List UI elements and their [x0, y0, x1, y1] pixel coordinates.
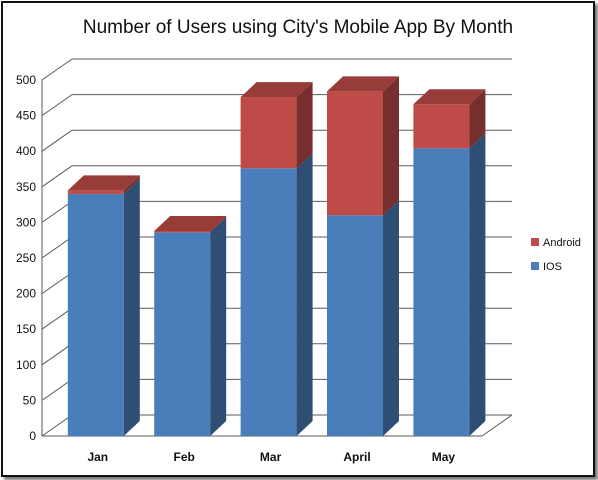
bar-side [383, 200, 399, 436]
y-tick-label: 300 [16, 215, 36, 229]
bar-android-mar [240, 82, 313, 169]
bar-side [210, 217, 227, 436]
x-tick-label: Jan [87, 450, 108, 464]
gridline-diagonal [41, 307, 73, 330]
bar-side [123, 178, 140, 437]
y-tick-label: 100 [16, 358, 36, 372]
y-tick-label: 500 [16, 73, 36, 87]
bar-front [240, 97, 297, 169]
gridline-diagonal [41, 236, 73, 259]
gridline-diagonal [41, 378, 73, 401]
bar-side [383, 76, 399, 216]
y-axis: 0 50 100 150 200 250 300 350 400 450 500 [16, 73, 43, 443]
bar-front [154, 230, 211, 233]
x-axis: Jan Feb Mar April May [87, 450, 455, 464]
bar-top [413, 89, 486, 105]
bar-side [469, 89, 486, 149]
y-tick-label: 0 [29, 429, 36, 443]
bar-ios-april [327, 200, 399, 436]
gridline-diagonal [41, 129, 73, 152]
bar-front [327, 91, 383, 216]
bar-front [413, 148, 470, 437]
y-tick-label: 350 [16, 180, 36, 194]
gridline-diagonal [41, 414, 73, 437]
x-tick-label: Mar [260, 450, 282, 464]
bar-front [327, 215, 383, 436]
bar-side [296, 153, 313, 436]
bar-top [67, 175, 140, 191]
bar-top [327, 76, 399, 92]
bar-front [413, 104, 470, 149]
bar-android-may [413, 89, 486, 149]
gridline-diagonal [41, 343, 73, 366]
bar-front [240, 168, 297, 436]
legend-swatch [531, 262, 539, 270]
y-tick-label: 150 [16, 322, 36, 336]
x-tick-label: April [343, 450, 370, 464]
bar-front [67, 190, 124, 194]
legend-swatch [531, 238, 539, 246]
bar-ios-mar [240, 153, 313, 436]
bar-front [154, 232, 211, 436]
legend-label: Android [543, 237, 581, 249]
bar-android-feb [154, 215, 227, 233]
bar-ios-may [413, 133, 486, 437]
chart-title: Number of Users using City's Mobile App … [83, 17, 513, 38]
bar-side [123, 175, 140, 194]
y-tick-label: 200 [16, 287, 36, 301]
legend-item-ios: IOS [531, 261, 562, 273]
bar-android-april [327, 76, 399, 216]
legend: Android IOS [531, 237, 581, 273]
floor-edge [481, 414, 513, 437]
x-tick-label: Feb [174, 450, 195, 464]
bar-side [296, 82, 313, 169]
bar-top [240, 82, 313, 98]
bar-ios-jan [67, 178, 140, 437]
gridline-diagonal [41, 165, 73, 188]
bar-side [469, 133, 486, 437]
x-tick-label: May [432, 450, 456, 464]
gridline-diagonal [41, 272, 73, 295]
bar-front [67, 193, 124, 436]
y-tick-label: 450 [16, 109, 36, 123]
bar-side [210, 215, 227, 233]
bar-top [154, 215, 227, 231]
gridline-diagonal [41, 58, 73, 81]
gridline-diagonal [41, 200, 73, 223]
y-tick-label: 400 [16, 144, 36, 158]
y-tick-label: 250 [16, 251, 36, 265]
y-tick-label: 50 [23, 393, 37, 407]
bar-android-jan [67, 175, 140, 194]
legend-item-android: Android [531, 237, 581, 249]
gridline-diagonal [41, 94, 73, 117]
bars [67, 76, 486, 437]
bar-ios-feb [154, 217, 227, 436]
legend-label: IOS [543, 261, 562, 273]
